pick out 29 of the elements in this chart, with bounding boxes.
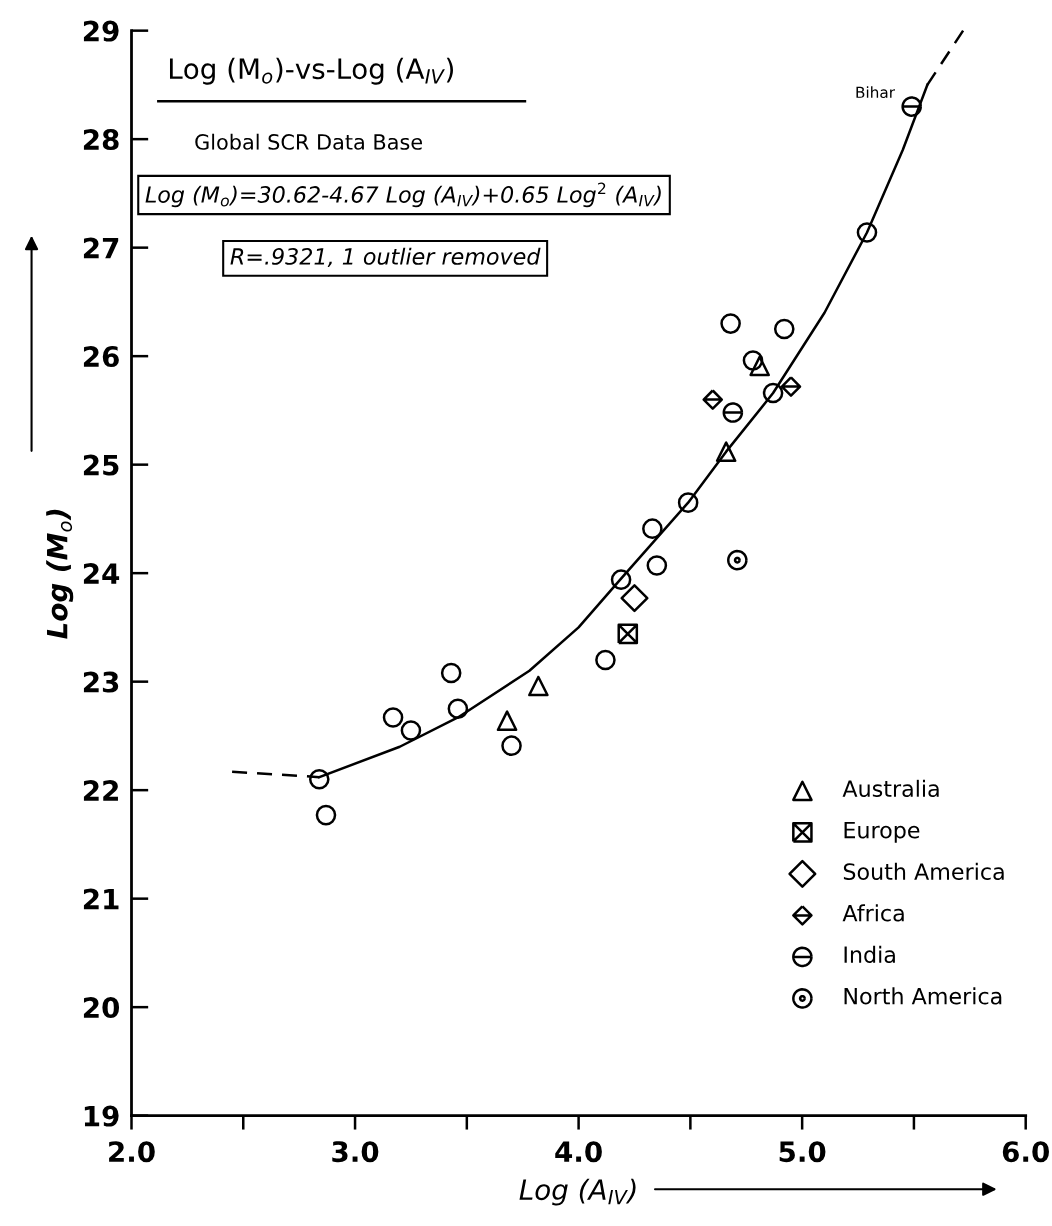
legend-label: North America [844,987,1002,1005]
annotation: R=.9321, 1 outlier removed [230,247,541,268]
text: Global SCR Data Base [195,133,423,150]
y-tick-label: 29 [83,20,119,42]
y-tick-label: 25 [83,454,119,476]
legend-label: Australia [842,779,939,798]
y-tick-label: 27 [83,237,119,259]
annotation: Bihar [856,86,896,99]
y-tick-label: 21 [83,888,119,910]
x-tick-label: 3.0 [332,1141,379,1163]
y-axis-title: Log (M$_{o}$) [46,509,74,639]
y-tick-label: 20 [83,997,120,1019]
y-tick-label: 22 [83,780,118,801]
legend-label: South America [843,862,1004,881]
y-tick-label: 28 [83,129,119,151]
text: Log (M$_{o}$)=30.62-4.67 Log (A$_{IV}$)+0.65 Log$^{2}$ (A$_{IV}$) [145,182,661,208]
x-tick-label: 4.0 [555,1141,602,1163]
legend-label: Europe [844,822,920,843]
x-tick-label: 2.0 [109,1141,155,1163]
legend-label: Africa [842,904,904,922]
legend-label: India [844,945,895,964]
y-tick-label: 24 [83,563,120,584]
text: Log (M$_{o}$)-vs-Log (A$_{IV}$) [169,57,454,85]
x-axis-title: Log (A$_{IV}$) [519,1178,636,1206]
x-tick-label: 5.0 [779,1141,826,1163]
y-tick-label: 19 [84,1105,119,1127]
y-tick-label: 26 [83,346,119,368]
x-tick-label: 6.0 [1002,1141,1049,1163]
y-tick-label: 23 [83,671,119,693]
